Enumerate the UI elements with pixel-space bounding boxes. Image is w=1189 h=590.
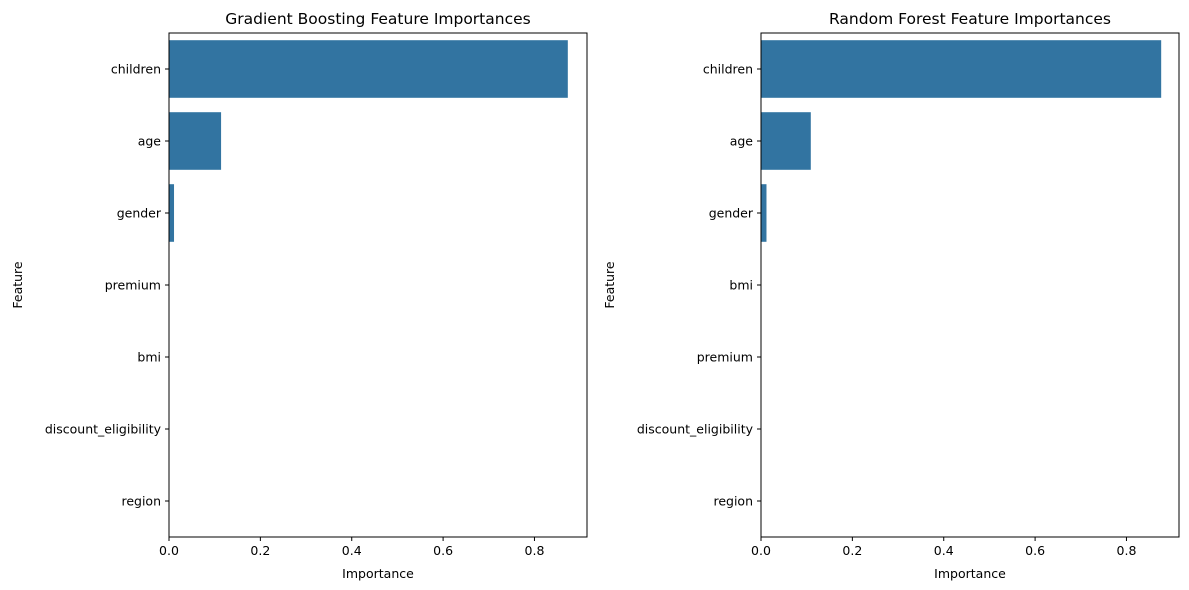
y-tick-label: age bbox=[730, 134, 754, 149]
bar-age bbox=[761, 112, 811, 170]
chart-title: Gradient Boosting Feature Importances bbox=[225, 10, 530, 28]
x-tick-label: 0.4 bbox=[934, 543, 954, 558]
x-tick-label: 0.8 bbox=[1117, 543, 1137, 558]
bars-group bbox=[761, 40, 1162, 242]
y-tick-label: bmi bbox=[137, 350, 161, 365]
y-tick-label: children bbox=[111, 62, 161, 77]
y-axis-label: Feature bbox=[602, 261, 617, 309]
x-tick-label: 0.2 bbox=[250, 543, 270, 558]
y-tick-label: gender bbox=[117, 206, 162, 221]
y-tick-label: premium bbox=[105, 278, 161, 293]
y-tick-label: age bbox=[138, 134, 162, 149]
y-tick-label: gender bbox=[709, 206, 754, 221]
y-tick-label: discount_eligibility bbox=[637, 422, 754, 437]
y-ticks-group: children age gender bmi premium discount_elig… bbox=[637, 62, 761, 509]
x-tick-label: 0.6 bbox=[433, 543, 453, 558]
plot-frame bbox=[760, 32, 1180, 538]
x-ticks-group: 0.0 0.2 0.4 0.6 0.8 bbox=[751, 537, 1136, 558]
bar-children bbox=[169, 40, 568, 98]
x-tick-label: 0.6 bbox=[1025, 543, 1045, 558]
y-tick-label: region bbox=[713, 494, 753, 509]
bars-group bbox=[169, 40, 568, 242]
x-tick-label: 0.8 bbox=[525, 543, 545, 558]
x-tick-label: 0.2 bbox=[842, 543, 862, 558]
gradient-boosting-chart: Gradient Boosting Feature Importances ch… bbox=[10, 10, 588, 581]
y-axis-label: Feature bbox=[10, 261, 25, 309]
random-forest-chart: Random Forest Feature Importances childr… bbox=[602, 10, 1180, 581]
x-ticks-group: 0.0 0.2 0.4 0.6 0.8 bbox=[159, 537, 544, 558]
x-axis-label: Importance bbox=[934, 566, 1006, 581]
plot-frame bbox=[168, 32, 588, 538]
y-tick-label: children bbox=[703, 62, 753, 77]
y-ticks-group: children age gender premium bmi discount_elig… bbox=[45, 62, 169, 509]
x-tick-label: 0.0 bbox=[159, 543, 179, 558]
bar-gender bbox=[169, 184, 175, 242]
y-tick-label: discount_eligibility bbox=[45, 422, 162, 437]
x-axis-label: Importance bbox=[342, 566, 414, 581]
bar-children bbox=[761, 40, 1162, 98]
y-tick-label: region bbox=[121, 494, 161, 509]
bar-gender bbox=[761, 184, 767, 242]
x-tick-label: 0.4 bbox=[342, 543, 362, 558]
bar-age bbox=[169, 112, 222, 170]
y-tick-label: premium bbox=[697, 350, 753, 365]
chart-title: Random Forest Feature Importances bbox=[829, 10, 1111, 28]
y-tick-label: bmi bbox=[729, 278, 753, 293]
x-tick-label: 0.0 bbox=[751, 543, 771, 558]
